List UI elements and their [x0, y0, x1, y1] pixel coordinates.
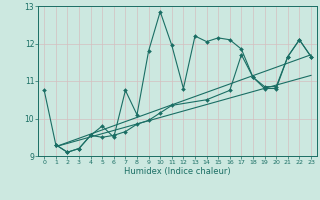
X-axis label: Humidex (Indice chaleur): Humidex (Indice chaleur)	[124, 167, 231, 176]
